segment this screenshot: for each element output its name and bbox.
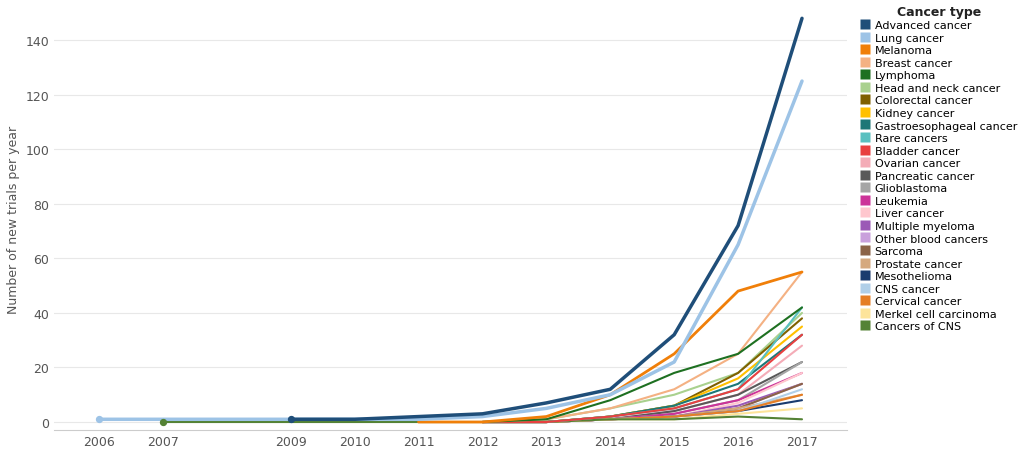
Point <box>283 416 299 423</box>
Y-axis label: Number of new trials per year: Number of new trials per year <box>7 126 19 313</box>
Legend: Advanced cancer, Lung cancer, Melanoma, Breast cancer, Lymphoma, Head and neck c: Advanced cancer, Lung cancer, Melanoma, … <box>860 5 1017 332</box>
Point <box>155 419 171 426</box>
Point <box>91 416 108 423</box>
